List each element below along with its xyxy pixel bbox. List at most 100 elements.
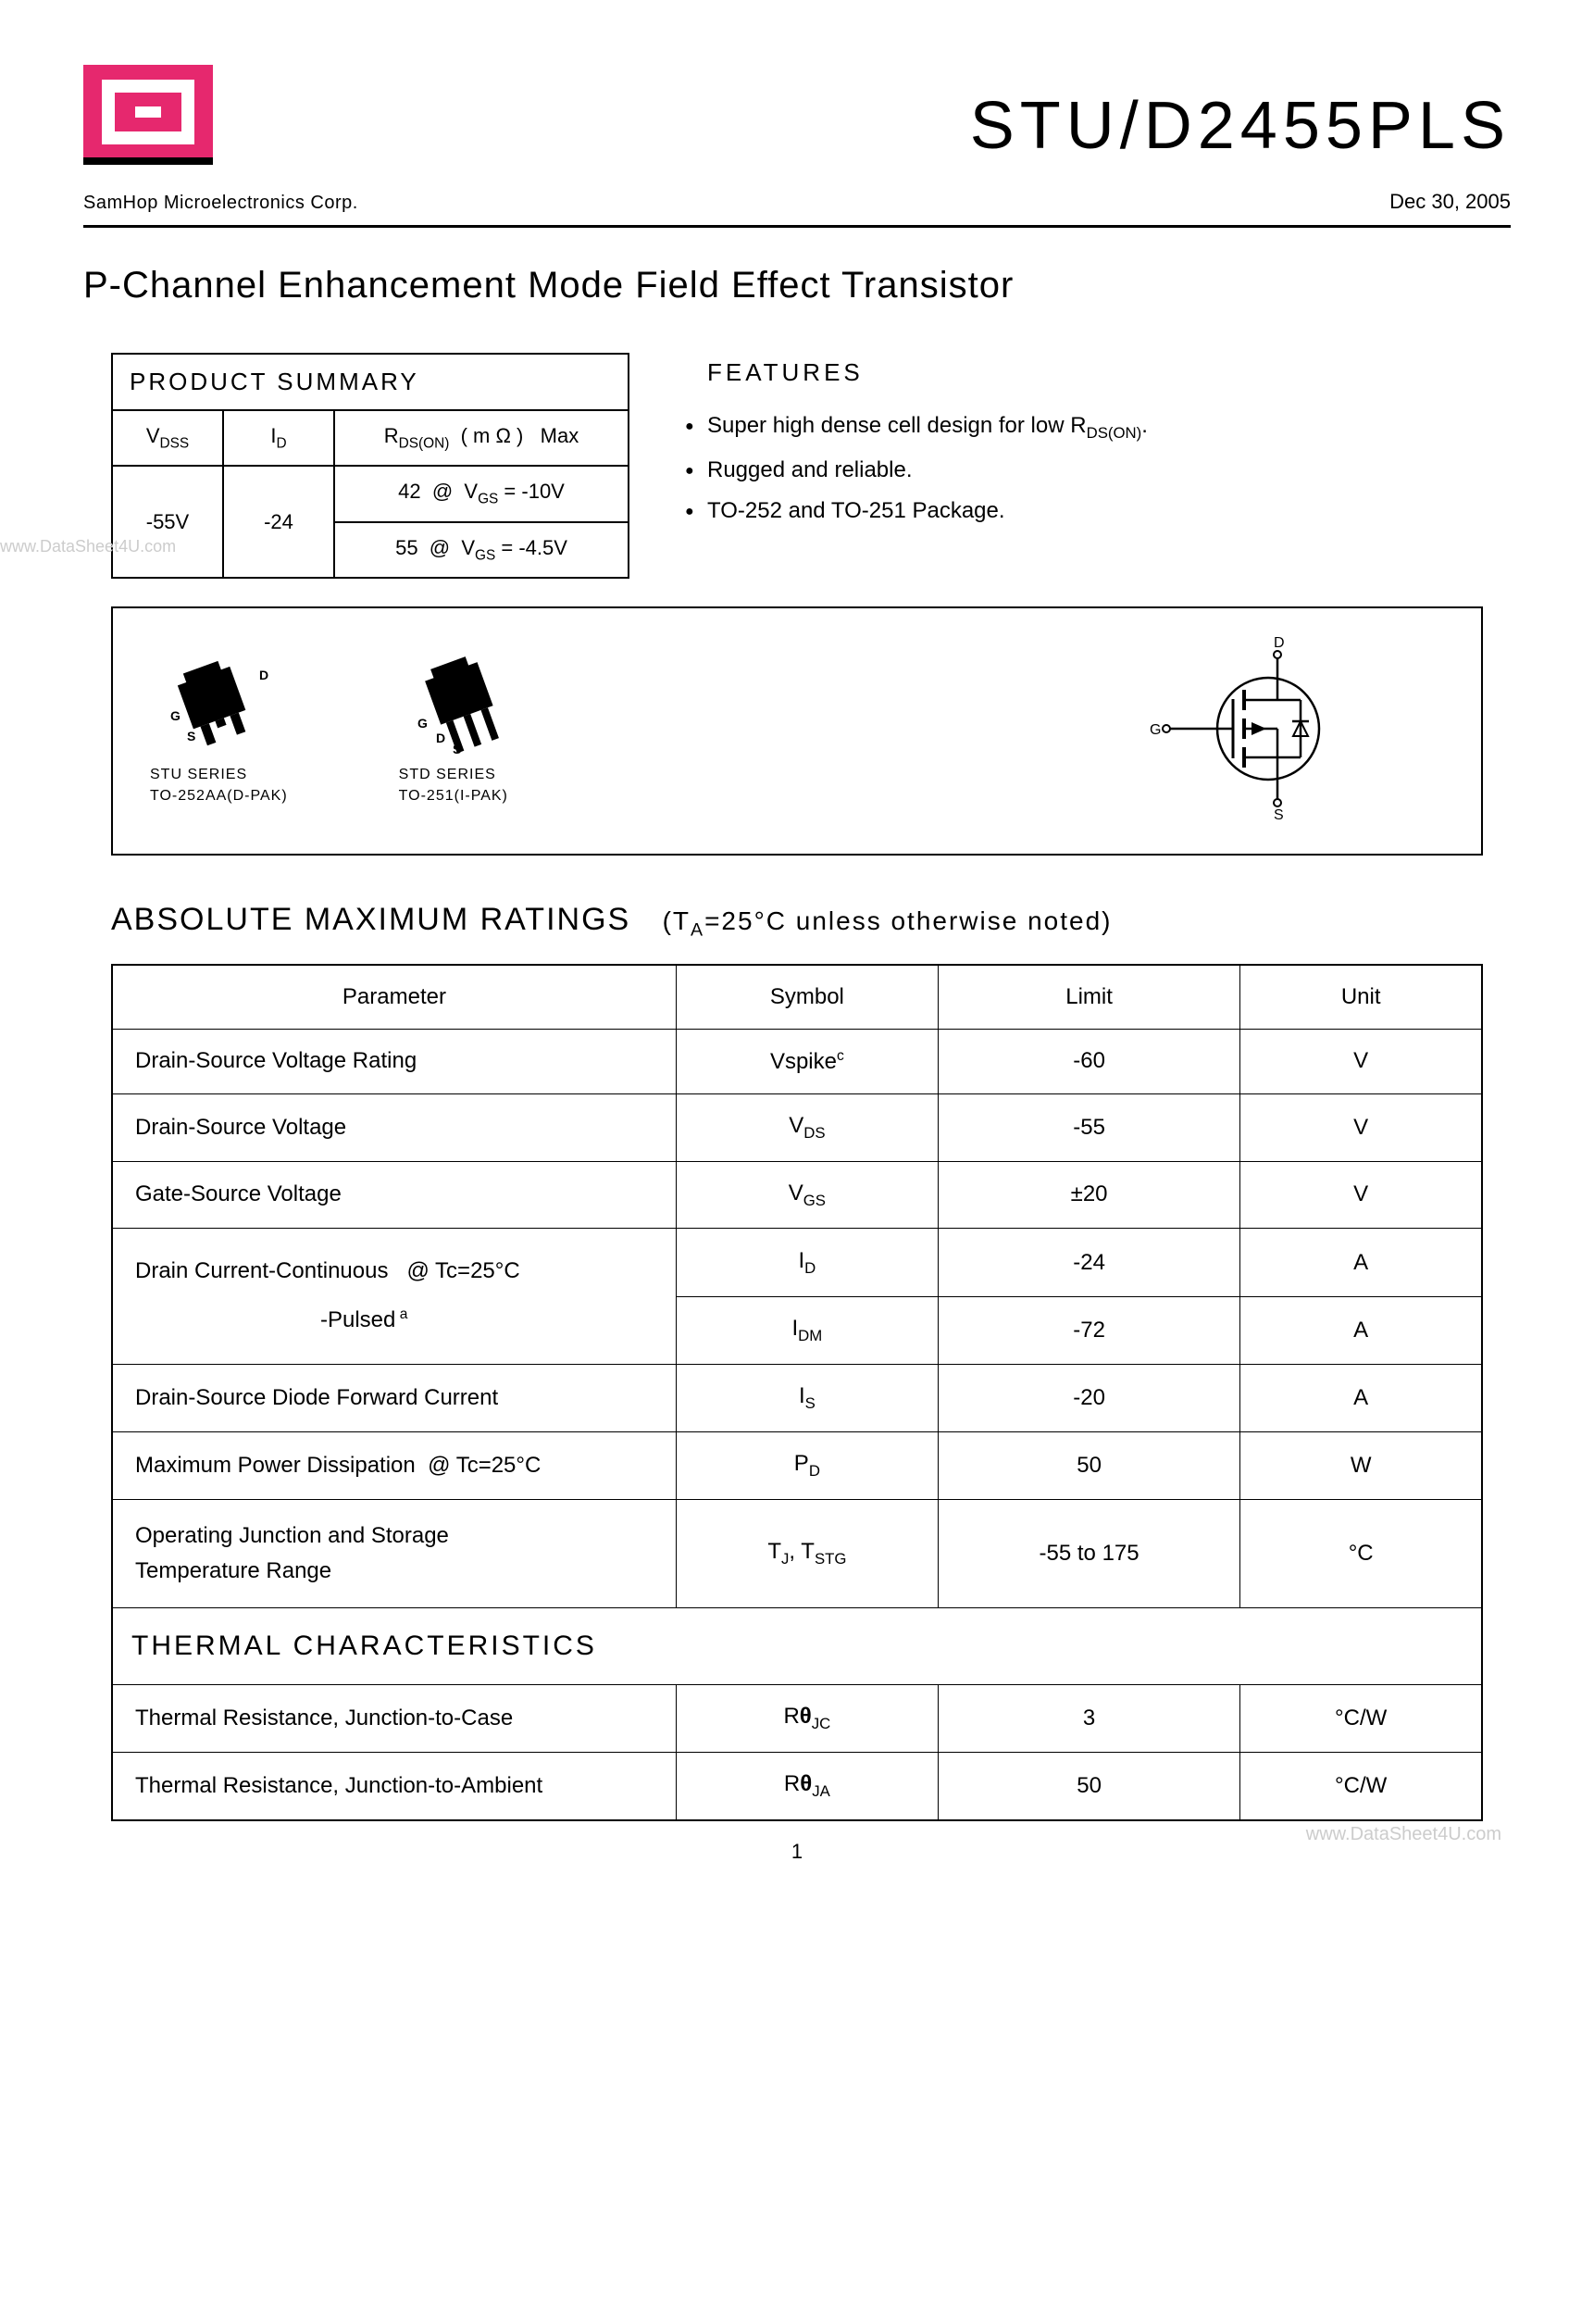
part-number: STU/D2455PLS [970, 88, 1511, 164]
limit-cell: 3 [938, 1685, 1239, 1753]
svg-text:S: S [187, 729, 195, 743]
col-unit: Unit [1240, 965, 1482, 1030]
svg-text:D: D [436, 731, 445, 745]
unit-cell: A [1240, 1229, 1482, 1296]
unit-cell: A [1240, 1364, 1482, 1431]
table-row: Thermal Resistance, Junction-to-Case RθJ… [112, 1685, 1482, 1753]
table-row: Drain Current-Continuous @ Tc=25°C -Puls… [112, 1229, 1482, 1296]
logo-block: SamHop Microelectronics Corp. [83, 65, 358, 214]
feature-item: Super high dense cell design for low RDS… [685, 406, 1483, 450]
symbol-cell: VGS [676, 1161, 938, 1229]
param-cell: Maximum Power Dissipation @ Tc=25°C [112, 1431, 676, 1499]
page-header: SamHop Microelectronics Corp. STU/D2455P… [83, 65, 1511, 228]
limit-cell: 50 [938, 1431, 1239, 1499]
col-limit: Limit [938, 965, 1239, 1030]
features-block: FEATURES Super high dense cell design fo… [685, 353, 1483, 579]
watermark-left: www.DataSheet4U.com [0, 537, 176, 556]
param-cell: Drain-Source Voltage Rating [112, 1029, 676, 1093]
param-cell: Drain-Source Voltage [112, 1093, 676, 1161]
mosfet-symbol-icon: G D S [1148, 636, 1370, 821]
table-header-row: Parameter Symbol Limit Unit [112, 965, 1482, 1030]
package-std: G D S STD SERIES TO-251(I-PAK) [399, 656, 529, 806]
table-row: Maximum Power Dissipation @ Tc=25°C PD 5… [112, 1431, 1482, 1499]
summary-data-row: -55V -24 42 @ VGS = -10V 55 @ VGS = -4.5… [113, 467, 628, 577]
feature-item: TO-252 and TO-251 Package. [685, 491, 1483, 531]
symbol-cell: IS [676, 1364, 938, 1431]
table-row: Drain-Source Voltage VDS -55 V [112, 1093, 1482, 1161]
symbol-cell: RθJC [676, 1685, 938, 1753]
param-cell: Thermal Resistance, Junction-to-Case [112, 1685, 676, 1753]
unit-cell: °C/W [1240, 1753, 1482, 1820]
package-std-label: STD SERIES TO-251(I-PAK) [399, 765, 529, 806]
col-symbol: Symbol [676, 965, 938, 1030]
summary-col-vdss: VDSS [113, 411, 224, 465]
company-logo [83, 65, 213, 176]
unit-cell: V [1240, 1093, 1482, 1161]
svg-text:G: G [170, 708, 181, 723]
symbol-cell: PD [676, 1431, 938, 1499]
symbol-cell: RθJA [676, 1753, 938, 1820]
unit-cell: °C/W [1240, 1685, 1482, 1753]
svg-text:D: D [259, 668, 268, 682]
features-heading: FEATURES [685, 358, 1483, 387]
package-diagram-box: D G S STU SERIES TO-252AA(D-PAK) G D S S… [111, 606, 1483, 856]
svg-text:S: S [453, 742, 461, 756]
unit-cell: °C [1240, 1499, 1482, 1608]
limit-cell: -60 [938, 1029, 1239, 1093]
part-block: STU/D2455PLS Dec 30, 2005 [970, 88, 1511, 214]
summary-vdss-value: -55V [113, 467, 224, 577]
limit-cell: -20 [938, 1364, 1239, 1431]
package-stu: D G S STU SERIES TO-252AA(D-PAK) [150, 656, 288, 806]
package-stu-label: STU SERIES TO-252AA(D-PAK) [150, 765, 288, 806]
symbol-cell: TJ, TSTG [676, 1499, 938, 1608]
svg-text:G: G [1150, 722, 1161, 738]
summary-col-rds: RDS(ON) ( m Ω ) Max [335, 411, 628, 465]
unit-cell: V [1240, 1161, 1482, 1229]
unit-cell: A [1240, 1296, 1482, 1364]
col-parameter: Parameter [112, 965, 676, 1030]
product-summary-box: PRODUCT SUMMARY VDSS ID RDS(ON) ( m Ω ) … [111, 353, 629, 579]
svg-text:S: S [1274, 807, 1284, 821]
limit-cell: 50 [938, 1753, 1239, 1820]
limit-cell: -55 [938, 1093, 1239, 1161]
company-name: SamHop Microelectronics Corp. [83, 193, 358, 214]
thermal-heading: THERMAL CHARACTERISTICS [112, 1608, 1482, 1685]
table-row: Gate-Source Voltage VGS ±20 V [112, 1161, 1482, 1229]
summary-features-row: PRODUCT SUMMARY VDSS ID RDS(ON) ( m Ω ) … [83, 353, 1511, 579]
param-cell: Operating Junction and StorageTemperatur… [112, 1499, 676, 1608]
symbol-cell: IDM [676, 1296, 938, 1364]
thermal-heading-row: THERMAL CHARACTERISTICS [112, 1608, 1482, 1685]
watermark-right: www.DataSheet4U.com [1306, 1824, 1501, 1845]
summary-heading: PRODUCT SUMMARY [113, 355, 628, 411]
table-row: Drain-Source Diode Forward Current IS -2… [112, 1364, 1482, 1431]
dpak-icon: D G S [150, 656, 280, 757]
summary-id-value: -24 [224, 467, 335, 577]
svg-text:G: G [417, 716, 428, 731]
param-cell: Thermal Resistance, Junction-to-Ambient [112, 1753, 676, 1820]
summary-header-row: VDSS ID RDS(ON) ( m Ω ) Max [113, 411, 628, 467]
table-row: Drain-Source Voltage Rating Vspikec -60 … [112, 1029, 1482, 1093]
ratings-heading: ABSOLUTE MAXIMUM RATINGS (TA=25°C unless… [111, 902, 1511, 942]
symbol-cell: VDS [676, 1093, 938, 1161]
feature-item: Rugged and reliable. [685, 450, 1483, 491]
limit-cell: -24 [938, 1229, 1239, 1296]
limit-cell: -72 [938, 1296, 1239, 1364]
unit-cell: W [1240, 1431, 1482, 1499]
table-row: Thermal Resistance, Junction-to-Ambient … [112, 1753, 1482, 1820]
param-cell: Drain Current-Continuous @ Tc=25°C -Puls… [112, 1229, 676, 1365]
limit-cell: ±20 [938, 1161, 1239, 1229]
summary-col-id: ID [224, 411, 335, 465]
symbol-cell: ID [676, 1229, 938, 1296]
ipak-icon: G D S [399, 656, 529, 757]
param-cell: Drain-Source Diode Forward Current [112, 1364, 676, 1431]
table-row: Operating Junction and StorageTemperatur… [112, 1499, 1482, 1608]
limit-cell: -55 to 175 [938, 1499, 1239, 1608]
svg-text:D: D [1274, 636, 1285, 651]
summary-rds-values: 42 @ VGS = -10V 55 @ VGS = -4.5V [335, 467, 628, 577]
mosfet-schematic: G D S [1148, 636, 1370, 826]
summary-rds1: 42 @ VGS = -10V [335, 467, 628, 522]
summary-rds2: 55 @ VGS = -4.5V [335, 523, 628, 577]
document-title: P-Channel Enhancement Mode Field Effect … [83, 265, 1511, 306]
document-date: Dec 30, 2005 [970, 190, 1511, 214]
unit-cell: V [1240, 1029, 1482, 1093]
